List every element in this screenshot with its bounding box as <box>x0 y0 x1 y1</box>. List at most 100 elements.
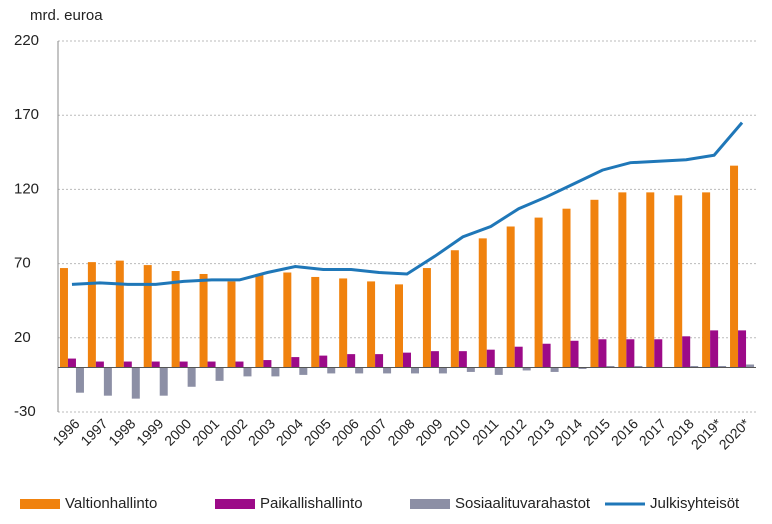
bar <box>299 367 308 375</box>
bar <box>339 278 348 368</box>
x-tick-label: 2011 <box>469 415 502 448</box>
bar <box>702 192 711 368</box>
y-tick-label: 170 <box>14 106 39 123</box>
bar <box>227 281 236 368</box>
bar <box>618 192 627 368</box>
x-tick-label: 2014 <box>552 415 585 448</box>
x-tick-label: 2007 <box>356 415 389 448</box>
bar <box>450 250 459 368</box>
bar <box>95 361 104 368</box>
bar <box>438 367 447 374</box>
bar <box>327 367 336 374</box>
bar <box>746 364 755 368</box>
legend-swatch <box>20 499 60 509</box>
bar <box>179 361 188 368</box>
bar <box>646 192 655 368</box>
bar <box>478 238 487 368</box>
bar <box>422 268 431 368</box>
y-tick-label: 120 <box>14 180 39 197</box>
bar <box>123 361 132 368</box>
x-tick-label: 1996 <box>49 415 82 448</box>
x-tick-label: 1997 <box>77 415 110 448</box>
bar <box>87 262 96 368</box>
bar <box>458 351 467 368</box>
bar <box>215 367 224 381</box>
x-tick-label: 2002 <box>217 415 250 448</box>
y-tick-label: 220 <box>14 32 39 49</box>
y-tick-label: 20 <box>14 329 31 346</box>
bar <box>115 260 124 368</box>
bar <box>411 367 419 374</box>
bar <box>514 346 523 368</box>
bar <box>355 367 364 374</box>
bar <box>255 273 264 368</box>
y-axis-label: mrd. euroa <box>30 7 103 24</box>
legend-label: Julkisyhteisöt <box>650 495 740 512</box>
bar <box>494 367 503 375</box>
bar <box>606 365 615 368</box>
x-tick-label: 2020* <box>716 415 754 453</box>
x-tick-label: 2003 <box>245 415 278 448</box>
bar <box>367 281 376 368</box>
bar <box>730 165 739 368</box>
bar <box>738 330 747 368</box>
bar <box>59 268 68 368</box>
bar <box>75 367 84 393</box>
x-tick-label: 2009 <box>412 415 445 448</box>
line <box>71 121 744 286</box>
legend-label: Valtionhallinto <box>65 495 157 512</box>
bar <box>271 367 280 377</box>
bar <box>486 349 495 368</box>
bar <box>634 365 643 368</box>
bar <box>522 367 531 371</box>
bar <box>235 361 244 368</box>
bar <box>319 355 328 368</box>
bar <box>171 271 180 368</box>
y-tick-label: 70 <box>14 255 31 272</box>
bar <box>550 367 559 372</box>
bar <box>395 284 403 368</box>
bar <box>207 361 216 368</box>
x-tick-label: 2001 <box>189 415 222 448</box>
bar <box>682 336 691 368</box>
bar <box>626 339 635 368</box>
x-tick-label: 2019* <box>688 415 726 453</box>
bar <box>131 367 140 399</box>
bar <box>383 367 392 374</box>
bar <box>403 352 411 368</box>
bar <box>187 367 196 387</box>
x-tick-label: 2008 <box>384 415 417 448</box>
bar <box>103 367 112 396</box>
bar <box>598 339 607 368</box>
x-tick-label: 1998 <box>105 415 138 448</box>
legend-label: Sosiaalituvarahastot <box>455 495 591 512</box>
bar <box>311 276 320 368</box>
x-tick-label: 1999 <box>133 415 166 448</box>
bar <box>674 195 683 368</box>
bar <box>570 340 579 368</box>
bar <box>430 351 439 368</box>
bar <box>590 199 599 368</box>
bar <box>690 365 699 368</box>
x-tick-label: 2015 <box>580 415 613 448</box>
x-tick-label: 2012 <box>496 415 529 448</box>
bar <box>718 365 727 368</box>
bar <box>283 272 292 368</box>
x-tick-label: 2000 <box>161 415 194 448</box>
x-tick-label: 2004 <box>273 415 306 448</box>
bar <box>243 367 252 377</box>
bar <box>506 226 515 368</box>
bar <box>466 367 475 372</box>
x-tick-label: 2016 <box>608 415 641 448</box>
x-tick-label: 2006 <box>329 415 362 448</box>
bar <box>263 360 272 368</box>
legend-swatch <box>410 499 450 509</box>
legend-label: Paikallishallinto <box>260 495 363 512</box>
bar <box>534 217 543 368</box>
x-tick-label: 2017 <box>636 415 669 448</box>
bar <box>291 357 300 368</box>
bar <box>710 330 719 368</box>
bar <box>347 354 356 368</box>
bar <box>151 361 160 368</box>
